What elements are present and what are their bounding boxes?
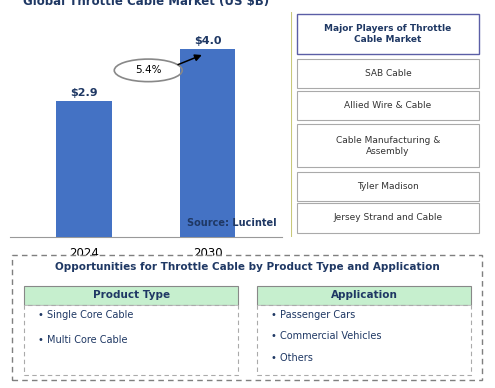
Text: Allied Wire & Cable: Allied Wire & Cable <box>345 101 432 110</box>
Text: Tyler Madison: Tyler Madison <box>357 182 419 191</box>
Bar <box>56 101 112 237</box>
FancyBboxPatch shape <box>297 125 479 167</box>
Text: • Passenger Cars: • Passenger Cars <box>271 310 355 320</box>
Text: Source: Lucintel: Source: Lucintel <box>187 218 276 228</box>
Bar <box>180 49 235 237</box>
Text: Major Players of Throttle
Cable Market: Major Players of Throttle Cable Market <box>324 24 451 44</box>
Text: • Others: • Others <box>271 353 313 363</box>
FancyBboxPatch shape <box>257 286 471 305</box>
Text: • Multi Core Cable: • Multi Core Cable <box>39 335 128 345</box>
Text: Application: Application <box>331 290 397 300</box>
FancyBboxPatch shape <box>24 286 238 305</box>
Text: • Single Core Cable: • Single Core Cable <box>39 310 134 320</box>
Text: Opportunities for Throttle Cable by Product Type and Application: Opportunities for Throttle Cable by Prod… <box>55 262 440 272</box>
FancyBboxPatch shape <box>297 203 479 233</box>
FancyBboxPatch shape <box>297 90 479 120</box>
FancyBboxPatch shape <box>257 305 471 375</box>
Text: Cable Manufacturing &
Assembly: Cable Manufacturing & Assembly <box>336 136 440 156</box>
Text: Product Type: Product Type <box>93 290 170 300</box>
FancyBboxPatch shape <box>297 14 479 54</box>
Text: • Commercial Vehicles: • Commercial Vehicles <box>271 331 382 341</box>
Text: SAB Cable: SAB Cable <box>365 69 411 78</box>
FancyBboxPatch shape <box>297 59 479 88</box>
Title: Global Throttle Cable Market (US $B): Global Throttle Cable Market (US $B) <box>23 0 269 8</box>
Text: 5.4%: 5.4% <box>135 65 161 75</box>
FancyBboxPatch shape <box>12 255 482 380</box>
Text: $2.9: $2.9 <box>70 88 98 98</box>
Text: $4.0: $4.0 <box>194 36 221 46</box>
FancyBboxPatch shape <box>297 172 479 201</box>
FancyBboxPatch shape <box>24 305 238 375</box>
Text: Jersey Strand and Cable: Jersey Strand and Cable <box>334 213 443 222</box>
